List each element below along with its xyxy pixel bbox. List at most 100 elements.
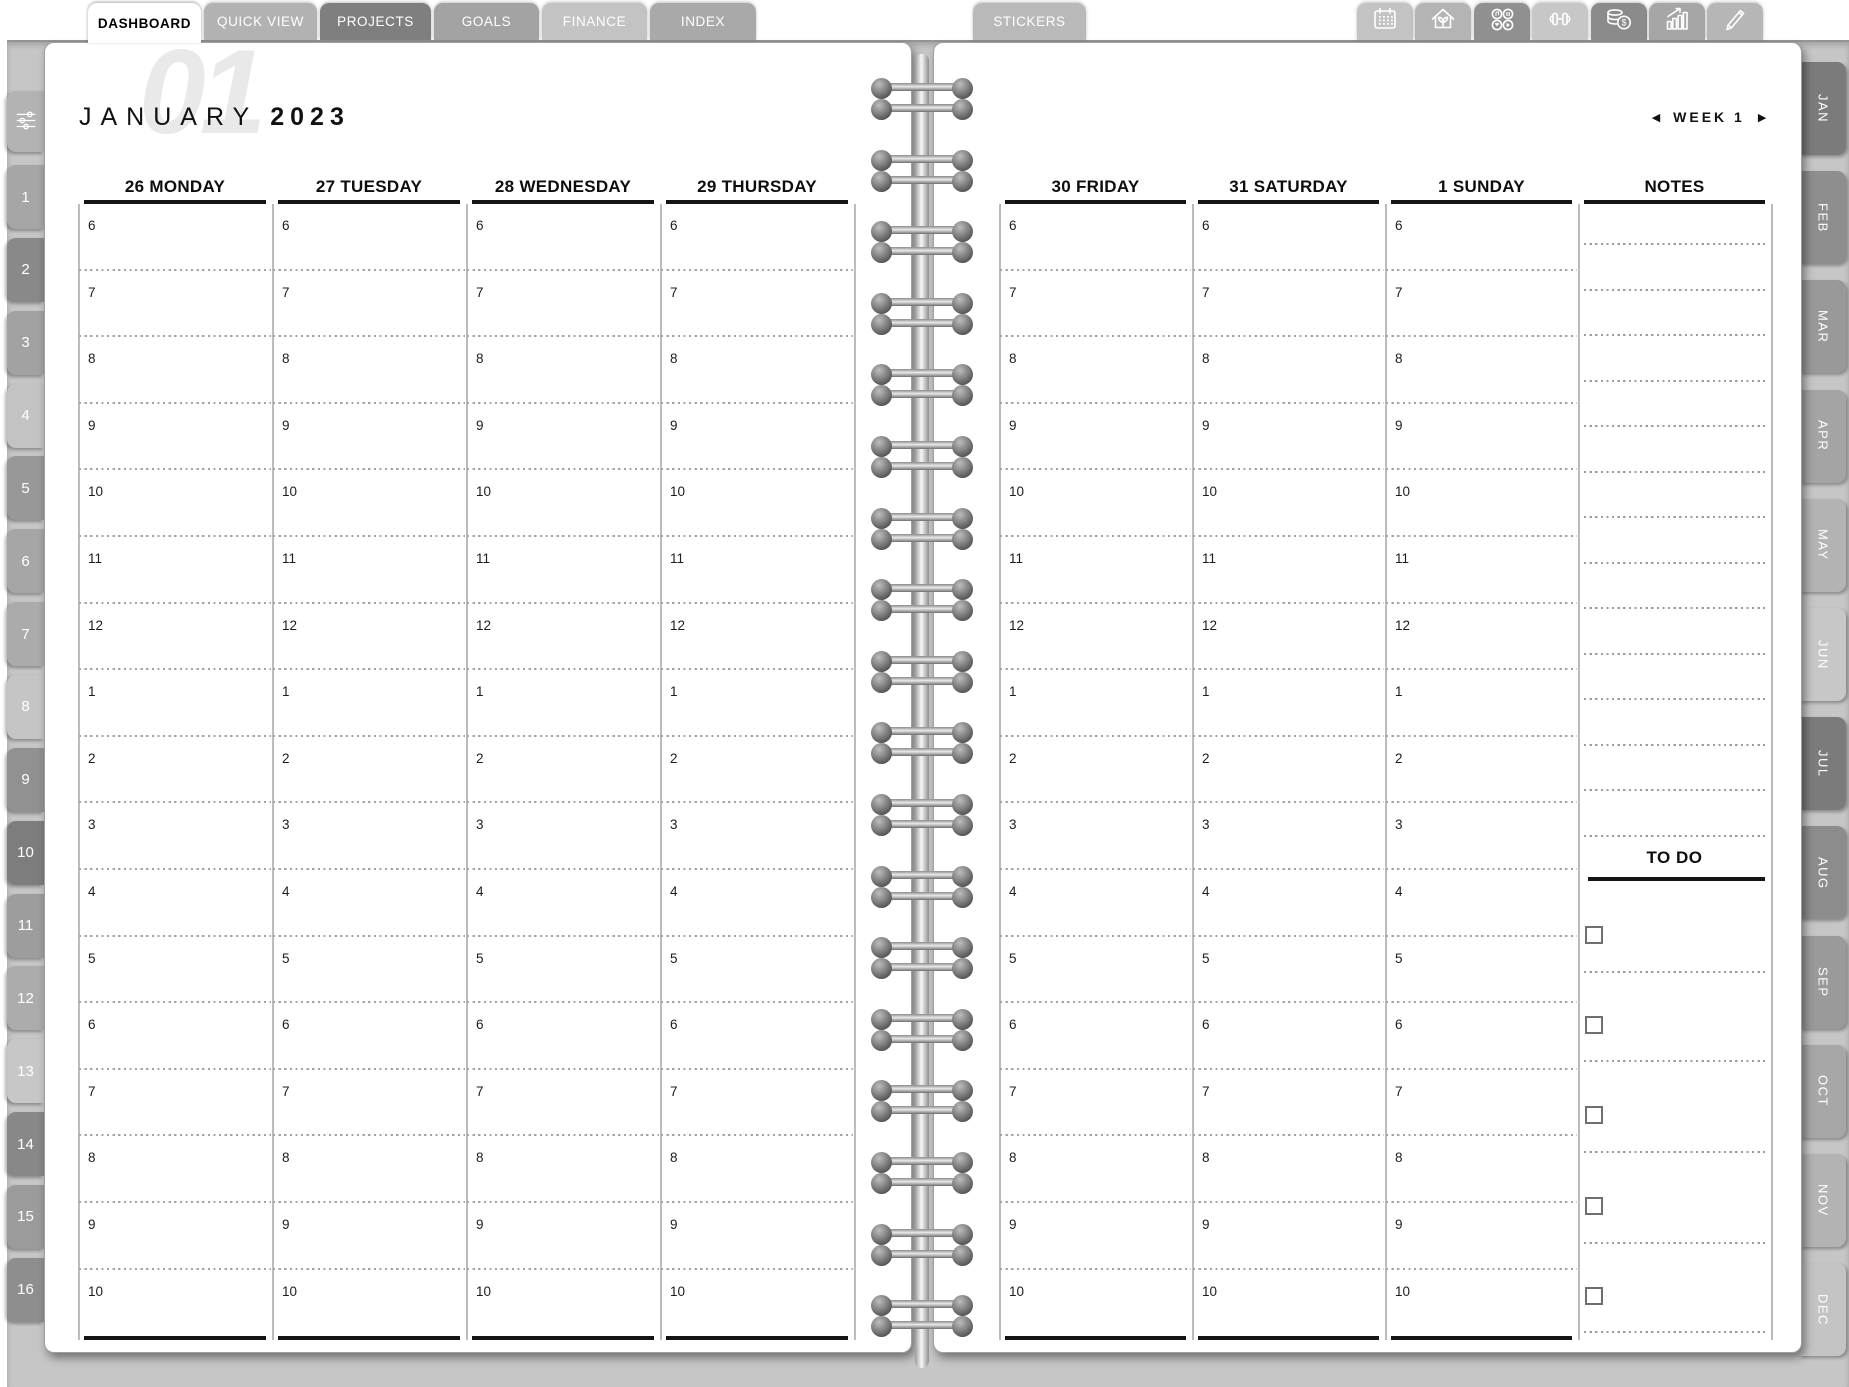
time-slot[interactable]: 7 <box>1192 271 1385 338</box>
page-tab-13[interactable]: 13 <box>7 1039 44 1104</box>
time-slot[interactable]: 8 <box>1385 337 1578 404</box>
time-slot[interactable]: 9 <box>1192 1203 1385 1270</box>
time-slot[interactable]: 10 <box>999 470 1192 537</box>
time-slot[interactable]: 2 <box>272 737 466 804</box>
time-slot[interactable]: 5 <box>999 937 1192 1004</box>
page-tab-6[interactable]: 6 <box>7 529 44 594</box>
todo-checkbox[interactable] <box>1585 1287 1603 1305</box>
todo-checkbox[interactable] <box>1585 926 1603 944</box>
time-slot[interactable]: 8 <box>78 1136 272 1203</box>
time-slot[interactable]: 2 <box>1385 737 1578 804</box>
page-tab-12[interactable]: 12 <box>7 966 44 1031</box>
month-tab-sep[interactable]: SEP <box>1800 935 1846 1029</box>
fitness-icon-button[interactable] <box>1532 3 1589 40</box>
todo-checkbox[interactable] <box>1585 1016 1603 1034</box>
time-slot[interactable]: 5 <box>466 937 660 1004</box>
time-slot[interactable]: 10 <box>466 1270 660 1337</box>
page-tab-10[interactable]: 10 <box>7 820 44 885</box>
time-slot[interactable]: 8 <box>999 337 1192 404</box>
time-slot[interactable]: 11 <box>272 537 466 604</box>
time-slot[interactable]: 4 <box>1385 870 1578 937</box>
time-slot[interactable]: 10 <box>660 1270 854 1337</box>
page-tab-14[interactable]: 14 <box>7 1112 44 1176</box>
time-slot[interactable]: 10 <box>1192 470 1385 537</box>
time-slot[interactable]: 3 <box>78 803 272 870</box>
time-slot[interactable]: 8 <box>1192 1136 1385 1203</box>
time-slot[interactable]: 1 <box>272 670 466 737</box>
time-slot[interactable]: 4 <box>660 870 854 937</box>
page-tab-1[interactable]: 1 <box>7 165 44 229</box>
time-slot[interactable]: 11 <box>1385 537 1578 604</box>
tab-index[interactable]: INDEX <box>650 3 756 40</box>
time-slot[interactable]: 5 <box>1192 937 1385 1004</box>
time-slot[interactable]: 8 <box>660 337 854 404</box>
page-tab-16[interactable]: 16 <box>7 1257 44 1322</box>
month-tab-feb[interactable]: FEB <box>1800 171 1846 265</box>
time-slot[interactable]: 7 <box>999 271 1192 338</box>
time-slot[interactable]: 8 <box>1192 337 1385 404</box>
time-slot[interactable]: 7 <box>272 1070 466 1137</box>
time-slot[interactable]: 5 <box>272 937 466 1004</box>
calendar-icon-button[interactable] <box>1357 3 1413 40</box>
time-slot[interactable]: 5 <box>660 937 854 1004</box>
time-slot[interactable]: 4 <box>999 870 1192 937</box>
time-slot[interactable]: 10 <box>1385 470 1578 537</box>
time-slot[interactable]: 6 <box>1385 1003 1578 1070</box>
time-slot[interactable]: 6 <box>1385 204 1578 271</box>
month-tab-jun[interactable]: JUN <box>1800 608 1846 701</box>
page-tab-4[interactable]: 4 <box>7 383 44 448</box>
time-slot[interactable]: 10 <box>272 470 466 537</box>
time-slot[interactable]: 1 <box>999 670 1192 737</box>
time-slot[interactable]: 7 <box>1385 1070 1578 1137</box>
time-slot[interactable]: 9 <box>78 404 272 471</box>
time-slot[interactable]: 6 <box>660 1003 854 1070</box>
month-tab-nov[interactable]: NOV <box>1800 1154 1846 1247</box>
time-slot[interactable]: 2 <box>999 737 1192 804</box>
month-tab-mar[interactable]: MAR <box>1800 280 1846 374</box>
time-slot[interactable]: 3 <box>660 803 854 870</box>
time-slot[interactable]: 6 <box>78 204 272 271</box>
page-tab-11[interactable]: 11 <box>7 893 44 958</box>
month-tab-jan[interactable]: JAN <box>1800 62 1846 155</box>
time-slot[interactable]: 12 <box>272 604 466 671</box>
time-slot[interactable]: 10 <box>466 470 660 537</box>
time-slot[interactable]: 10 <box>999 1270 1192 1337</box>
time-slot[interactable]: 7 <box>78 271 272 338</box>
time-slot[interactable]: 6 <box>78 1003 272 1070</box>
time-slot[interactable]: 7 <box>660 271 854 338</box>
time-slot[interactable]: 9 <box>999 1203 1192 1270</box>
time-slot[interactable]: 11 <box>660 537 854 604</box>
time-slot[interactable]: 9 <box>660 404 854 471</box>
time-slot[interactable]: 10 <box>660 470 854 537</box>
time-slot[interactable]: 8 <box>272 337 466 404</box>
time-slot[interactable]: 3 <box>1385 803 1578 870</box>
time-slot[interactable]: 9 <box>466 1203 660 1270</box>
month-tab-dec[interactable]: DEC <box>1800 1263 1846 1357</box>
time-slot[interactable]: 3 <box>1192 803 1385 870</box>
time-slot[interactable]: 1 <box>466 670 660 737</box>
time-slot[interactable]: 8 <box>466 1136 660 1203</box>
time-slot[interactable]: 12 <box>466 604 660 671</box>
time-slot[interactable]: 7 <box>999 1070 1192 1137</box>
tab-dashboard[interactable]: DASHBOARD <box>88 3 201 43</box>
time-slot[interactable]: 8 <box>660 1136 854 1203</box>
time-slot[interactable]: 7 <box>78 1070 272 1137</box>
tab-projects[interactable]: PROJECTS <box>320 3 431 40</box>
time-slot[interactable]: 12 <box>78 604 272 671</box>
time-slot[interactable]: 12 <box>999 604 1192 671</box>
todo-checkbox[interactable] <box>1585 1106 1603 1124</box>
time-slot[interactable]: 11 <box>1192 537 1385 604</box>
time-slot[interactable]: 11 <box>78 537 272 604</box>
page-tab-9[interactable]: 9 <box>7 747 44 812</box>
time-slot[interactable]: 6 <box>1192 204 1385 271</box>
time-slot[interactable]: 6 <box>272 204 466 271</box>
time-slot[interactable]: 9 <box>660 1203 854 1270</box>
time-slot[interactable]: 3 <box>999 803 1192 870</box>
time-slot[interactable]: 12 <box>660 604 854 671</box>
time-slot[interactable]: 10 <box>272 1270 466 1337</box>
time-slot[interactable]: 6 <box>999 204 1192 271</box>
time-slot[interactable]: 3 <box>272 803 466 870</box>
time-slot[interactable]: 10 <box>1192 1270 1385 1337</box>
page-tab-5[interactable]: 5 <box>7 456 44 521</box>
time-slot[interactable]: 6 <box>999 1003 1192 1070</box>
